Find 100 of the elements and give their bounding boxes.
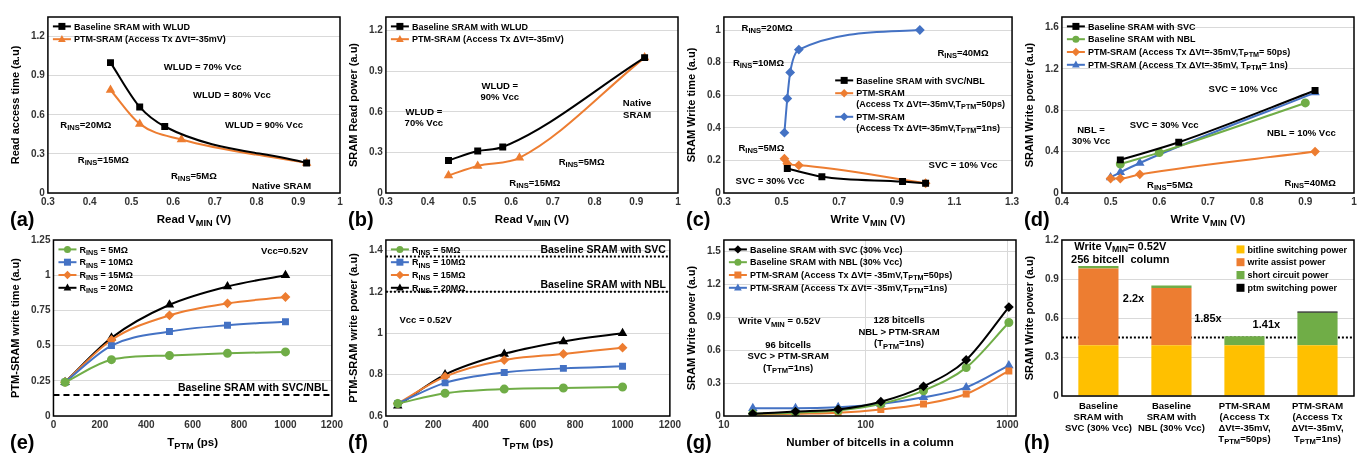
x-tick-label: 0.9 <box>1298 195 1313 207</box>
y-tick-label: 0.6 <box>707 88 722 100</box>
text: (f) <box>348 431 368 453</box>
text: (b) <box>348 208 374 230</box>
y-axis-title: SRAM Write power (a.u) <box>1023 42 1035 168</box>
text: (d) <box>1024 208 1050 230</box>
y-tick-label: 0 <box>1053 389 1060 401</box>
x-tick-label: 1 <box>675 195 682 207</box>
legend-label: PTM-SRAM (Access Tx ΔVt=-35mV) <box>73 34 226 45</box>
x-tick-label: 800 <box>230 418 248 430</box>
x-tick-label: 600 <box>184 418 202 430</box>
annotation: Native SRAM <box>622 97 652 120</box>
y-axis-title: PTM-SRAM write power (a.u) <box>347 252 359 403</box>
y-tick-label: 0.75 <box>30 304 51 316</box>
x-tick-label: 1200 <box>320 418 344 430</box>
x-tick-label: 1000 <box>996 418 1019 430</box>
y-axis-title: SRAM Write power (a.u) <box>1023 255 1035 381</box>
y-tick-label: 0.5 <box>36 339 51 351</box>
y-tick-label: 0.3 <box>31 147 46 159</box>
legend-label: ptm switching power <box>1247 282 1338 293</box>
x-tick-label: 0.5 <box>462 195 477 207</box>
legend-label: Baseline SRAM with WLUD <box>73 21 191 32</box>
annotation: WLUD = 90% Vcc <box>225 118 303 130</box>
annotation: SVC = 30% Vcc <box>1129 118 1199 130</box>
annotation: Native SRAM <box>252 180 312 192</box>
annotation: 1.85x <box>1194 311 1223 324</box>
x-tick-label: 10 <box>718 418 730 430</box>
x-tick-label: 0.9 <box>889 195 905 207</box>
annotation: 1.41x <box>1252 318 1282 331</box>
y-tick-label: 0.3 <box>707 376 722 388</box>
y-tick-label: 0.8 <box>707 56 722 68</box>
annotation: WLUD = 70% Vcc <box>404 105 444 129</box>
ref-line-label: Baseline SRAM with NBL <box>540 277 667 290</box>
annotation: Vcc=0.52V <box>260 244 309 256</box>
x-tick-label: 0.8 <box>587 195 602 207</box>
y-tick-label: 0.9 <box>369 64 384 76</box>
x-tick-label: 0.9 <box>629 195 644 207</box>
annotation: NBL = 10% Vcc <box>1266 127 1336 139</box>
legend-label: Baseline SRAM with SVC/NBL <box>856 75 986 86</box>
y-tick-label: 1.2 <box>707 277 722 289</box>
x-tick-label: 400 <box>137 418 156 430</box>
x-tick-label: 0.7 <box>207 195 223 207</box>
x-tick-label: Baseline SRAM with NBL (30% Vcc) <box>1137 400 1205 433</box>
y-tick-label: 0 <box>1053 186 1060 198</box>
y-tick-label: 0 <box>377 186 384 198</box>
text: (g) <box>686 431 712 453</box>
legend-label: Baseline SRAM with WLUD <box>411 21 529 32</box>
y-tick-label: 1 <box>44 268 51 280</box>
y-tick-label: 1.2 <box>1045 62 1060 74</box>
y-tick-label: 0.9 <box>31 69 46 81</box>
annotation: Vcc = 0.52V <box>399 313 453 325</box>
x-tick-label: 0.4 <box>420 195 436 207</box>
y-tick-label: 1.2 <box>1045 233 1060 245</box>
y-tick-label: 0.9 <box>707 310 722 322</box>
x-tick-label: 0.6 <box>1152 195 1167 207</box>
y-tick-label: 1.5 <box>707 244 722 256</box>
x-tick-label: 600 <box>519 418 537 430</box>
x-tick-label: 400 <box>472 418 490 430</box>
x-tick-label: 0.7 <box>1201 195 1216 207</box>
x-tick-label: 0.6 <box>166 195 181 207</box>
y-tick-label: 0.8 <box>1045 103 1060 115</box>
x-tick-label: 800 <box>566 418 584 430</box>
x-axis-title: Number of bitcells in a column <box>786 436 954 448</box>
annotation: WLUD = 70% Vcc <box>163 60 242 72</box>
x-tick-label: 0.7 <box>832 195 847 207</box>
legend-label: PTM-SRAM (Access Tx ΔVt=-35mV) <box>411 34 564 45</box>
y-tick-label: 0.4 <box>707 121 722 133</box>
y-tick-label: 1.2 <box>31 30 46 42</box>
legend-label: Baseline SRAM with SVC <box>1087 21 1196 32</box>
legend-label: short circuit power <box>1247 270 1330 281</box>
x-tick-label: 100 <box>857 418 875 430</box>
x-tick-label: 0.5 <box>774 195 789 207</box>
ref-line-label: Baseline SRAM with SVC/NBL <box>177 380 329 393</box>
annotation: SVC = 30% Vcc <box>735 175 805 187</box>
x-tick-label: 0.6 <box>504 195 519 207</box>
legend-label: bitline switching power <box>1247 244 1348 255</box>
x-tick-label: 1000 <box>611 418 635 430</box>
x-tick-label: 0.8 <box>1249 195 1265 207</box>
y-tick-label: 1.4 <box>369 244 384 256</box>
annotation: 2.2x <box>1122 292 1146 305</box>
y-tick-label: 1.6 <box>1045 21 1060 33</box>
y-tick-label: 0.6 <box>31 108 46 120</box>
y-axis-title: SRAM Write power (a.u) <box>685 265 697 391</box>
annotation: WLUD = 90% Vcc <box>480 79 520 102</box>
text: (a) <box>10 208 35 230</box>
y-tick-label: 0.9 <box>1045 272 1060 284</box>
x-tick-label: 0.8 <box>249 195 264 207</box>
y-tick-label: 0.6 <box>1045 311 1060 323</box>
y-tick-label: 1.25 <box>30 233 51 245</box>
y-tick-label: 1 <box>377 326 384 338</box>
x-tick-label: 0.9 <box>291 195 306 207</box>
x-tick-label: 1 <box>337 195 344 207</box>
y-tick-label: 0.2 <box>707 154 722 166</box>
x-tick-label: 1000 <box>274 418 298 430</box>
x-tick-label: 0.5 <box>1103 195 1118 207</box>
x-tick-label: 1200 <box>658 418 682 430</box>
y-axis-title: Read access time (a.u) <box>9 45 21 165</box>
annotation: SVC = 10% Vcc <box>1208 83 1278 95</box>
text: (c) <box>686 208 711 230</box>
y-tick-label: 0.8 <box>369 368 384 380</box>
